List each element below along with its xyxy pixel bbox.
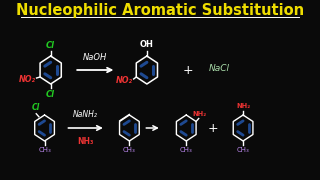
Text: Cl: Cl	[31, 103, 39, 112]
Text: CH₃: CH₃	[38, 147, 51, 153]
Text: NO₂: NO₂	[116, 75, 133, 84]
Text: CH₃: CH₃	[180, 147, 193, 153]
Text: +: +	[183, 64, 193, 76]
Text: CH₃: CH₃	[237, 147, 250, 153]
Text: CH₃: CH₃	[123, 147, 136, 153]
Text: NO₂: NO₂	[19, 75, 36, 84]
Text: NH₂: NH₂	[236, 103, 250, 109]
Text: Cl: Cl	[45, 90, 54, 99]
Text: NH₃: NH₃	[77, 137, 94, 146]
Text: NaNH₂: NaNH₂	[73, 110, 98, 119]
Text: NaOH: NaOH	[83, 53, 108, 62]
Text: NaCl: NaCl	[209, 64, 230, 73]
Text: NH₂: NH₂	[193, 111, 207, 116]
Text: Nucleophilic Aromatic Substitution: Nucleophilic Aromatic Substitution	[16, 3, 304, 18]
Text: OH: OH	[140, 40, 154, 49]
Text: +: +	[207, 122, 218, 134]
Text: Cl: Cl	[45, 41, 54, 50]
